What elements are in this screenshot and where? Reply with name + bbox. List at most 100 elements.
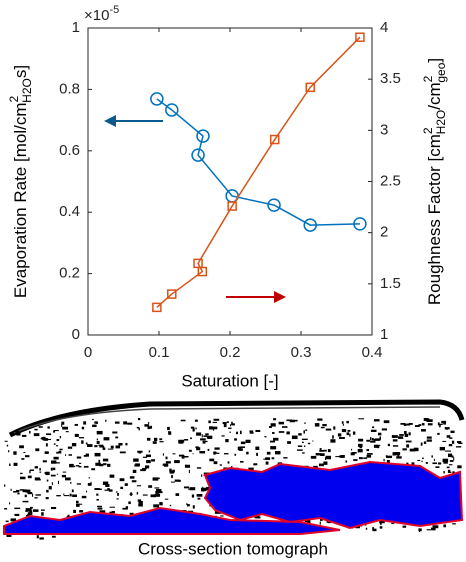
tomograph-speckle	[63, 493, 65, 495]
tomograph-speckle	[372, 528, 377, 532]
tomograph-speckle	[263, 458, 266, 460]
tomograph-speckle	[225, 439, 229, 443]
tomograph-speckle	[19, 445, 24, 449]
tomograph-speckle	[226, 421, 229, 423]
tomograph-speckle	[92, 418, 94, 421]
label-sup: 2	[421, 75, 435, 82]
tomograph-speckle	[196, 432, 202, 436]
data-point	[193, 258, 203, 269]
tomograph-speckle	[137, 418, 141, 421]
tomograph-speckle	[318, 463, 324, 467]
tomograph-speckle	[46, 479, 49, 482]
tomograph-speckle	[69, 463, 74, 468]
x-tick-label: 0.4	[362, 344, 383, 361]
data-point	[165, 103, 179, 117]
tomograph-speckle	[196, 493, 203, 497]
tomograph-speckle	[439, 446, 445, 451]
tomograph-speckle	[397, 455, 400, 458]
image-caption: Cross-section tomograph	[138, 539, 328, 558]
tomograph-speckle	[178, 454, 185, 457]
tomograph-speckle	[71, 443, 77, 447]
tomograph-speckle	[51, 506, 57, 510]
x-tick-label: 0.1	[149, 344, 170, 361]
tomograph-speckle	[200, 487, 207, 492]
tomograph-edge	[8, 399, 465, 438]
tomograph-speckle	[107, 488, 110, 491]
tomograph-speckle	[39, 471, 42, 473]
label-part: ]	[425, 58, 444, 63]
tomograph-speckle	[269, 440, 275, 443]
tomograph-speckle	[147, 426, 151, 430]
x-tick-label: 0.2	[220, 344, 241, 361]
tomograph-speckle	[229, 431, 231, 433]
tomograph-speckle	[118, 442, 123, 446]
tomograph-speckle	[201, 474, 203, 477]
tomograph-speckle	[5, 520, 9, 523]
data-point	[353, 217, 367, 231]
tomograph-speckle	[169, 470, 175, 474]
tomograph-speckle	[422, 457, 424, 460]
tomograph-speckle	[128, 501, 131, 505]
tomograph-speckle	[71, 489, 74, 493]
tomograph-speckle	[449, 437, 453, 439]
tomograph-speckle	[255, 429, 261, 432]
tomograph-speckle	[169, 504, 172, 507]
tomograph-speckle	[142, 456, 147, 458]
tomograph-speckle	[92, 424, 97, 428]
tomograph-speckle	[274, 451, 281, 455]
tomograph-speckle	[45, 443, 48, 447]
tomograph-speckle	[353, 459, 358, 461]
tomograph-speckle	[432, 462, 437, 465]
tomograph-speckle	[194, 419, 198, 422]
tomograph-speckle	[188, 488, 190, 491]
tomograph-speckle	[123, 421, 128, 425]
tomograph-speckle	[221, 435, 225, 437]
tomograph-speckle	[449, 471, 452, 473]
x-axis-label: Saturation [-]	[181, 371, 278, 390]
tomograph-speckle	[383, 458, 385, 462]
tomograph-speckle	[366, 454, 372, 458]
tomograph-speckle	[96, 505, 103, 508]
tomograph-speckle	[99, 445, 105, 448]
tomograph-speckle	[457, 465, 462, 469]
tomograph-speckle	[327, 449, 331, 453]
tomograph-speckle	[372, 426, 375, 429]
tomograph-speckle	[56, 451, 60, 454]
tomograph-speckle	[265, 461, 269, 465]
tomograph-speckle	[4, 440, 8, 442]
tomograph-speckle	[397, 436, 404, 439]
tomograph-speckle	[54, 462, 60, 464]
tomograph-speckle	[298, 433, 302, 436]
tomograph-speckle	[34, 497, 38, 499]
tomograph-speckle	[58, 450, 62, 454]
tomograph-speckle	[370, 429, 377, 432]
tomograph-speckle	[96, 430, 103, 435]
tomograph-speckle	[358, 457, 363, 460]
tomograph-speckle	[265, 457, 271, 460]
tomograph-speckle	[42, 436, 46, 441]
tomograph-speckle	[192, 428, 195, 432]
label-sub: H2O	[20, 78, 34, 103]
tomograph-speckle	[185, 464, 191, 468]
tomograph-speckle	[441, 420, 447, 424]
tomograph-speckle	[153, 437, 158, 442]
tomograph-speckle	[302, 452, 305, 454]
tomograph-speckle	[78, 462, 82, 464]
tomograph-speckle	[448, 444, 453, 447]
tomograph-speckle	[67, 514, 70, 518]
tomograph-speckle	[76, 456, 82, 459]
tomograph-speckle	[147, 422, 150, 424]
x-tick-label: 0.3	[291, 344, 312, 361]
tomograph-speckle	[418, 528, 422, 532]
tomograph-speckle	[240, 446, 246, 448]
tomograph-speckle	[138, 427, 140, 431]
tomograph-speckle	[119, 451, 126, 454]
tomograph-speckle	[203, 435, 208, 437]
tomograph-speckle	[169, 468, 172, 472]
data-point	[196, 129, 210, 143]
tomograph-speckle	[270, 446, 277, 450]
tomograph-speckle	[132, 469, 137, 473]
tomograph-speckle	[443, 461, 448, 464]
tomograph-speckle	[404, 433, 409, 437]
tomograph-speckle	[40, 438, 43, 440]
